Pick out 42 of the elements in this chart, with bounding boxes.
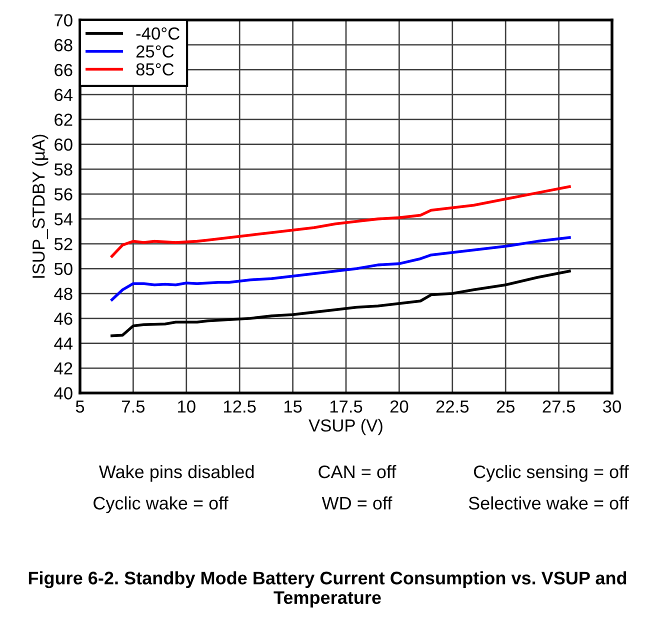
y-tick-label: 54 (54, 213, 73, 226)
y-tick-label: 64 (54, 88, 73, 102)
x-tick-label: 27.5 (542, 400, 575, 413)
text: WD = off (322, 496, 392, 510)
y-tick-label: 46 (54, 312, 72, 325)
x-tick-label: 25 (496, 400, 515, 413)
x-tick-label: 22.5 (436, 400, 469, 413)
line-series (110, 236, 571, 302)
text: Cyclic sensing = off (474, 464, 629, 482)
y-tick-label: 56 (54, 188, 72, 201)
x-tick-label: 10 (178, 400, 196, 413)
text: Selective wake = off (468, 496, 629, 510)
legend-label: 25°C (136, 45, 174, 58)
y-tick-label: 48 (54, 288, 72, 300)
y-tick-label: 70 (54, 14, 72, 26)
x-tick-label: 30 (603, 400, 621, 413)
y-tick-label: 40 (54, 387, 72, 400)
y-tick-label: 52 (54, 238, 72, 250)
text: CAN = off (318, 464, 396, 478)
y-tick-label: 44 (54, 338, 73, 350)
legend-label: 85°C (136, 63, 174, 76)
y-axis-title: ISUP_STDBY (µA) (32, 134, 48, 278)
x-tick-label: 15 (284, 400, 302, 413)
caption: Figure 6-2. Standby Mode Battery Current Consumption vs. VSUP and Temperature (28, 571, 626, 608)
legend-label: -40°C (136, 27, 180, 40)
x-tick-label: 5 (76, 400, 84, 413)
y-tick-label: 42 (54, 362, 72, 374)
text: Wake pins disabled (98, 464, 254, 482)
line-series (110, 270, 571, 338)
y-tick-label: 50 (54, 262, 72, 276)
line-series (110, 185, 571, 258)
y-tick-label: 60 (54, 138, 72, 151)
y-tick-label: 58 (54, 163, 72, 176)
x-tick-label: 12.5 (224, 400, 256, 413)
x-tick-label: 17.5 (330, 400, 362, 413)
text: Cyclic wake = off (94, 496, 228, 514)
y-tick-label: 66 (54, 64, 72, 76)
x-axis-title: VSUP (V) (308, 418, 382, 436)
y-tick-label: 62 (54, 114, 72, 126)
x-tick-label: 20 (390, 400, 408, 413)
y-tick-label: 68 (54, 39, 72, 52)
x-tick-label: 7.5 (122, 400, 145, 413)
